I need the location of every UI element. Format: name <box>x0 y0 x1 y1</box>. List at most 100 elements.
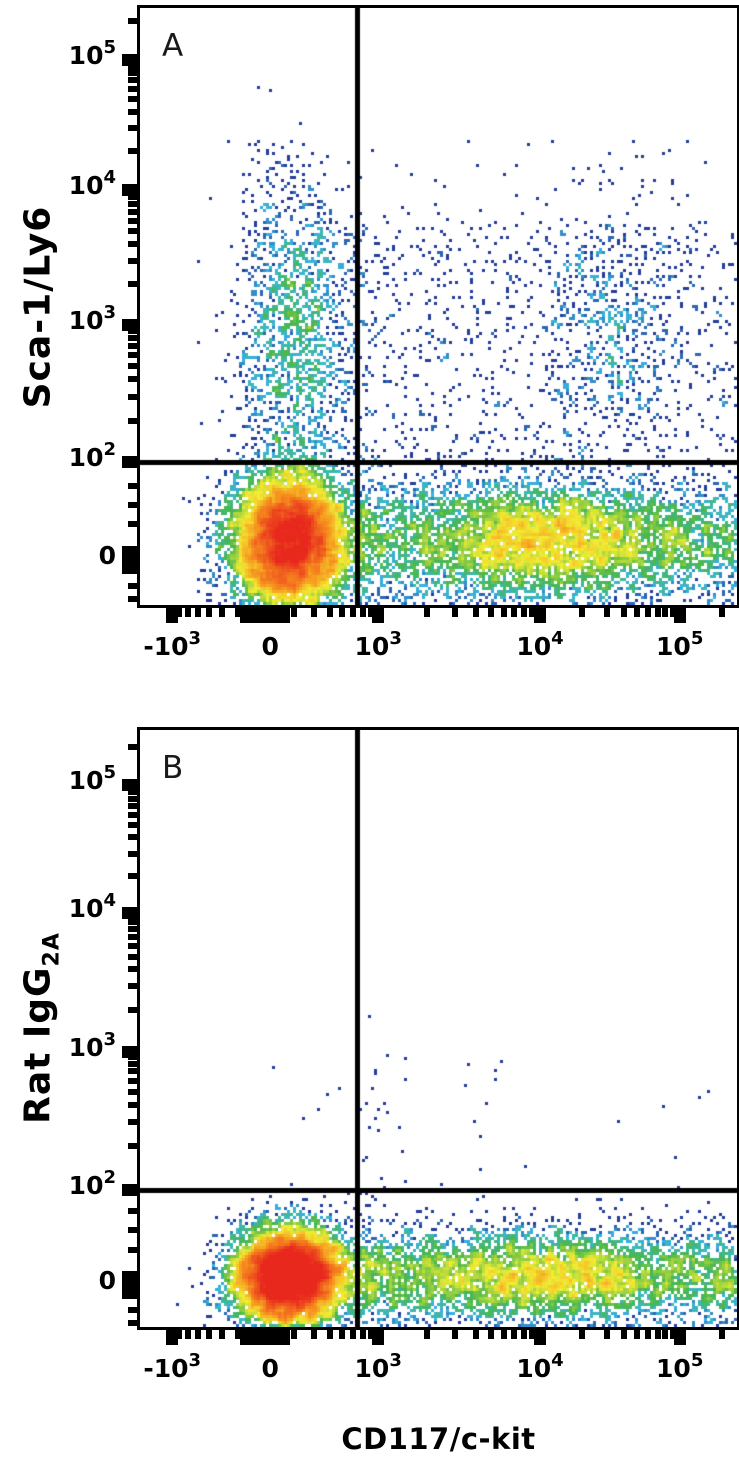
x-minor-tick <box>578 1330 585 1339</box>
y-minor-tick <box>128 596 137 603</box>
y-minor-tick <box>128 281 137 288</box>
y-minor-tick <box>128 1006 137 1013</box>
y-minor-tick <box>128 217 137 224</box>
y-minor-tick <box>128 77 137 84</box>
x-major-tick <box>166 608 179 623</box>
y-tick-label: 102 <box>68 1166 116 1200</box>
x-minor-tick <box>452 608 459 617</box>
x-minor-tick <box>424 1330 431 1339</box>
y-minor-tick <box>128 873 137 880</box>
y-minor-tick <box>128 943 137 950</box>
x-major-tick <box>533 1330 546 1345</box>
x-minor-tick <box>194 608 201 617</box>
y-minor-tick <box>128 18 137 25</box>
y-minor-tick <box>128 850 137 857</box>
y-minor-tick <box>128 582 137 589</box>
y-minor-tick <box>128 983 137 990</box>
x-minor-tick <box>529 1330 536 1339</box>
y-minor-tick <box>128 802 137 809</box>
x-minor-tick <box>719 1330 726 1339</box>
x-minor-tick <box>634 1330 641 1339</box>
y-minor-tick <box>128 417 137 424</box>
y-minor-tick <box>128 521 137 528</box>
y-minor-tick <box>128 1208 137 1215</box>
x-minor-tick <box>634 608 641 617</box>
y-minor-tick <box>128 208 137 215</box>
y-minor-tick <box>128 86 137 93</box>
x-minor-tick <box>350 1330 357 1339</box>
x-minor-tick <box>255 1330 262 1339</box>
x-minor-tick <box>218 608 225 617</box>
x-minor-tick <box>194 1330 201 1339</box>
x-tick-label: 104 <box>516 1350 564 1383</box>
y-minor-tick <box>128 482 137 489</box>
y-major-tick <box>122 455 137 468</box>
y-tick-label: 0 <box>98 1266 116 1296</box>
x-minor-tick <box>291 608 298 617</box>
x-minor-tick <box>185 608 192 617</box>
y-minor-tick <box>128 811 137 818</box>
x-major-tick <box>673 1330 686 1345</box>
x-minor-tick <box>359 608 366 617</box>
y-minor-tick <box>128 363 137 370</box>
y-tick-label: 104 <box>68 167 116 201</box>
x-axis-title-cd117-ckit: CD117/c-kit <box>341 1422 536 1456</box>
x-minor-tick <box>621 1330 628 1339</box>
y-minor-tick <box>128 1143 137 1150</box>
y-axis-title-rat-igg2a: Rat IgG2A <box>18 932 65 1124</box>
y-major-tick <box>122 184 137 197</box>
y-minor-tick <box>128 335 137 342</box>
y-minor-tick <box>128 789 137 796</box>
x-minor-tick <box>368 608 375 617</box>
x-minor-tick <box>662 608 669 617</box>
y-minor-tick <box>128 228 137 235</box>
y-minor-tick <box>128 1060 137 1067</box>
y-minor-tick <box>128 1088 137 1095</box>
x-minor-tick <box>719 608 726 617</box>
y-minor-tick <box>128 240 137 247</box>
y-minor-tick <box>128 919 137 926</box>
x-minor-tick <box>501 608 508 617</box>
y-tick-label: 103 <box>68 302 116 335</box>
y-minor-tick <box>128 1101 137 1108</box>
panel-b-letter: B <box>162 750 184 786</box>
x-minor-tick <box>350 608 357 617</box>
y-minor-tick <box>128 1068 137 1075</box>
x-minor-tick <box>326 1330 333 1339</box>
x-minor-tick <box>326 608 333 617</box>
y-minor-tick <box>128 1053 137 1060</box>
y-minor-tick <box>128 376 137 383</box>
x-minor-tick <box>176 608 183 617</box>
x-minor-tick <box>472 1330 479 1339</box>
x-minor-tick <box>291 1330 298 1339</box>
x-minor-tick <box>654 1330 661 1339</box>
x-minor-tick <box>511 1330 518 1339</box>
x-minor-tick <box>424 608 431 617</box>
x-major-tick <box>372 608 385 623</box>
panel-a-scatter-canvas <box>140 8 737 605</box>
y-minor-tick <box>128 257 137 264</box>
x-minor-tick <box>206 1330 213 1339</box>
y-tick-label: 102 <box>68 438 116 472</box>
x-minor-tick <box>662 1330 669 1339</box>
x-minor-tick <box>488 1330 495 1339</box>
x-tick-label: 105 <box>656 1350 704 1383</box>
y-minor-tick <box>128 821 137 828</box>
y-major-tick <box>122 907 137 920</box>
x-major-tick <box>240 1330 291 1345</box>
x-minor-tick <box>206 608 213 617</box>
x-minor-tick <box>488 608 495 617</box>
x-minor-tick <box>670 608 677 617</box>
y-minor-tick <box>128 926 137 933</box>
y-minor-tick <box>128 834 137 841</box>
x-major-tick <box>533 608 546 623</box>
y-tick-label: 105 <box>68 761 116 795</box>
y-minor-tick <box>128 327 137 334</box>
y-minor-tick <box>128 193 137 200</box>
y-minor-tick <box>128 953 137 960</box>
y-axis-title-rat-igg-subscript: 2A <box>39 932 65 967</box>
x-minor-tick <box>520 1330 527 1339</box>
x-major-tick <box>240 608 291 623</box>
x-minor-tick <box>234 608 241 617</box>
y-tick-label: 0 <box>98 541 116 571</box>
